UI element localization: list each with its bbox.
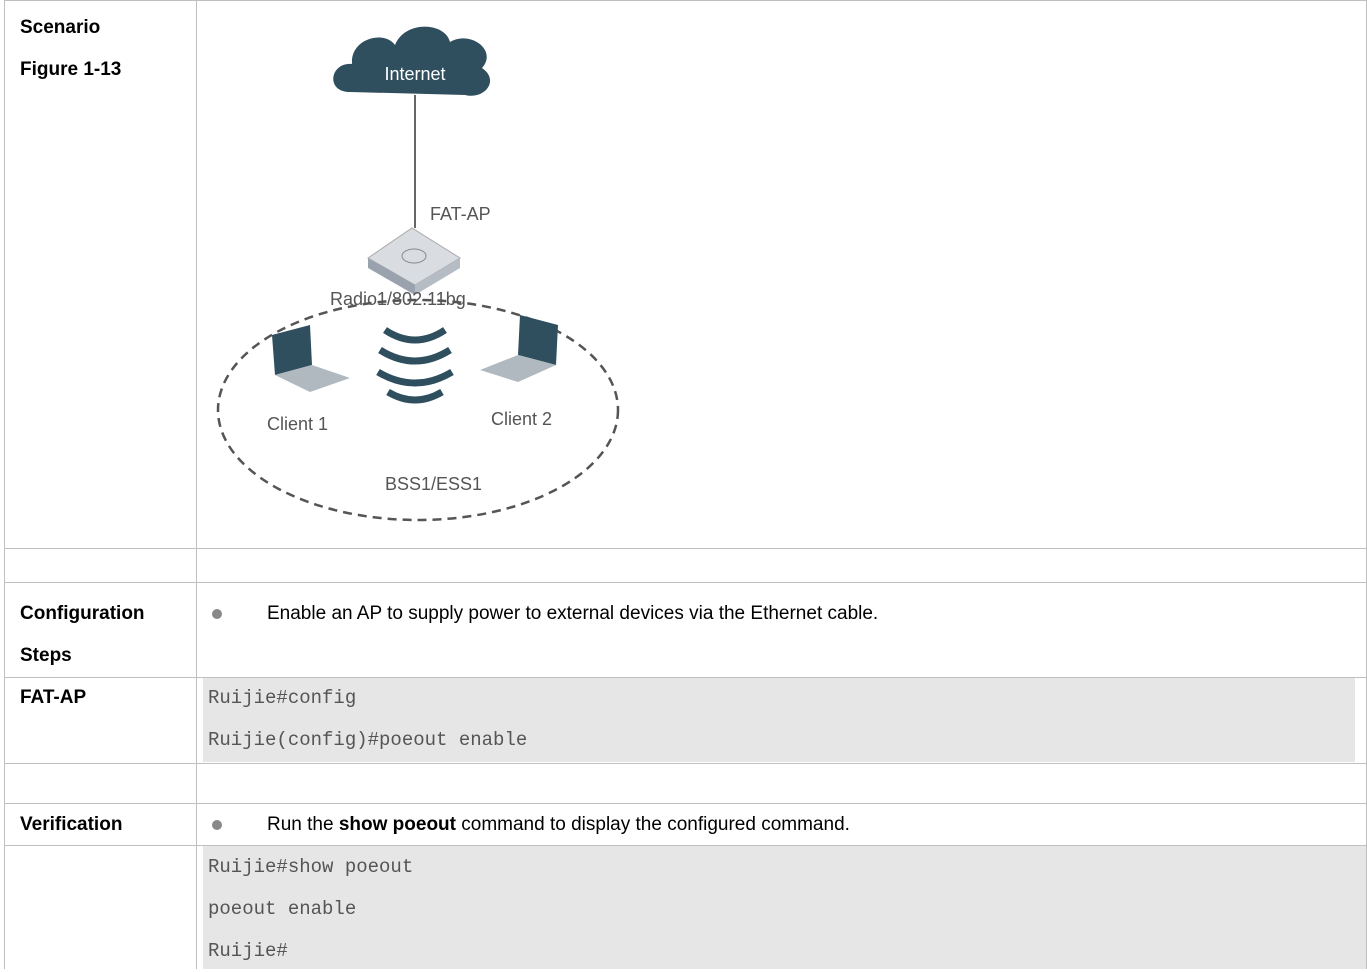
text: Run the <box>267 814 339 835</box>
step-text: Run the show poeout command to display t… <box>267 804 850 846</box>
border <box>4 763 1366 764</box>
row-label: Figure 1-13 <box>20 59 122 80</box>
node-label: FAT-AP <box>430 204 491 224</box>
row-label: Verification <box>20 814 123 835</box>
row-label: Configuration <box>20 603 145 624</box>
node-label: Client 2 <box>491 409 552 429</box>
border <box>4 845 1366 846</box>
border <box>4 0 5 969</box>
command: show poeout <box>338 814 456 835</box>
bullet <box>212 609 222 619</box>
row-label: Steps <box>20 645 72 666</box>
node-label: Radio1/802.11bg <box>330 289 466 309</box>
code-box <box>203 678 1355 762</box>
node-label: Client 1 <box>267 414 328 434</box>
code-line: poeout enable <box>208 898 357 920</box>
node-label: BSS1/ESS1 <box>385 474 482 494</box>
border <box>4 677 1366 678</box>
row-label: FAT-AP <box>20 687 87 708</box>
node-label: Internet <box>384 64 445 84</box>
text: command to display the configured comman… <box>455 814 850 835</box>
border <box>4 582 1366 583</box>
code-line: Ruijie#config <box>208 687 357 709</box>
border <box>4 548 1366 549</box>
row-label: Scenario <box>20 17 101 38</box>
border <box>196 0 197 969</box>
border <box>4 803 1366 804</box>
code-line: Ruijie(config)#poeout enable <box>208 729 528 751</box>
code-line: Ruijie#show poeout <box>208 856 414 878</box>
border <box>4 0 1366 1</box>
network-diagram: Internet FAT-AP Radio1/802.11bg Client 1… <box>216 26 620 522</box>
code-box <box>203 846 1366 969</box>
code-line: Ruijie# <box>208 940 288 962</box>
step-text: Enable an AP to supply power to external… <box>267 603 879 624</box>
bullet <box>212 820 222 830</box>
